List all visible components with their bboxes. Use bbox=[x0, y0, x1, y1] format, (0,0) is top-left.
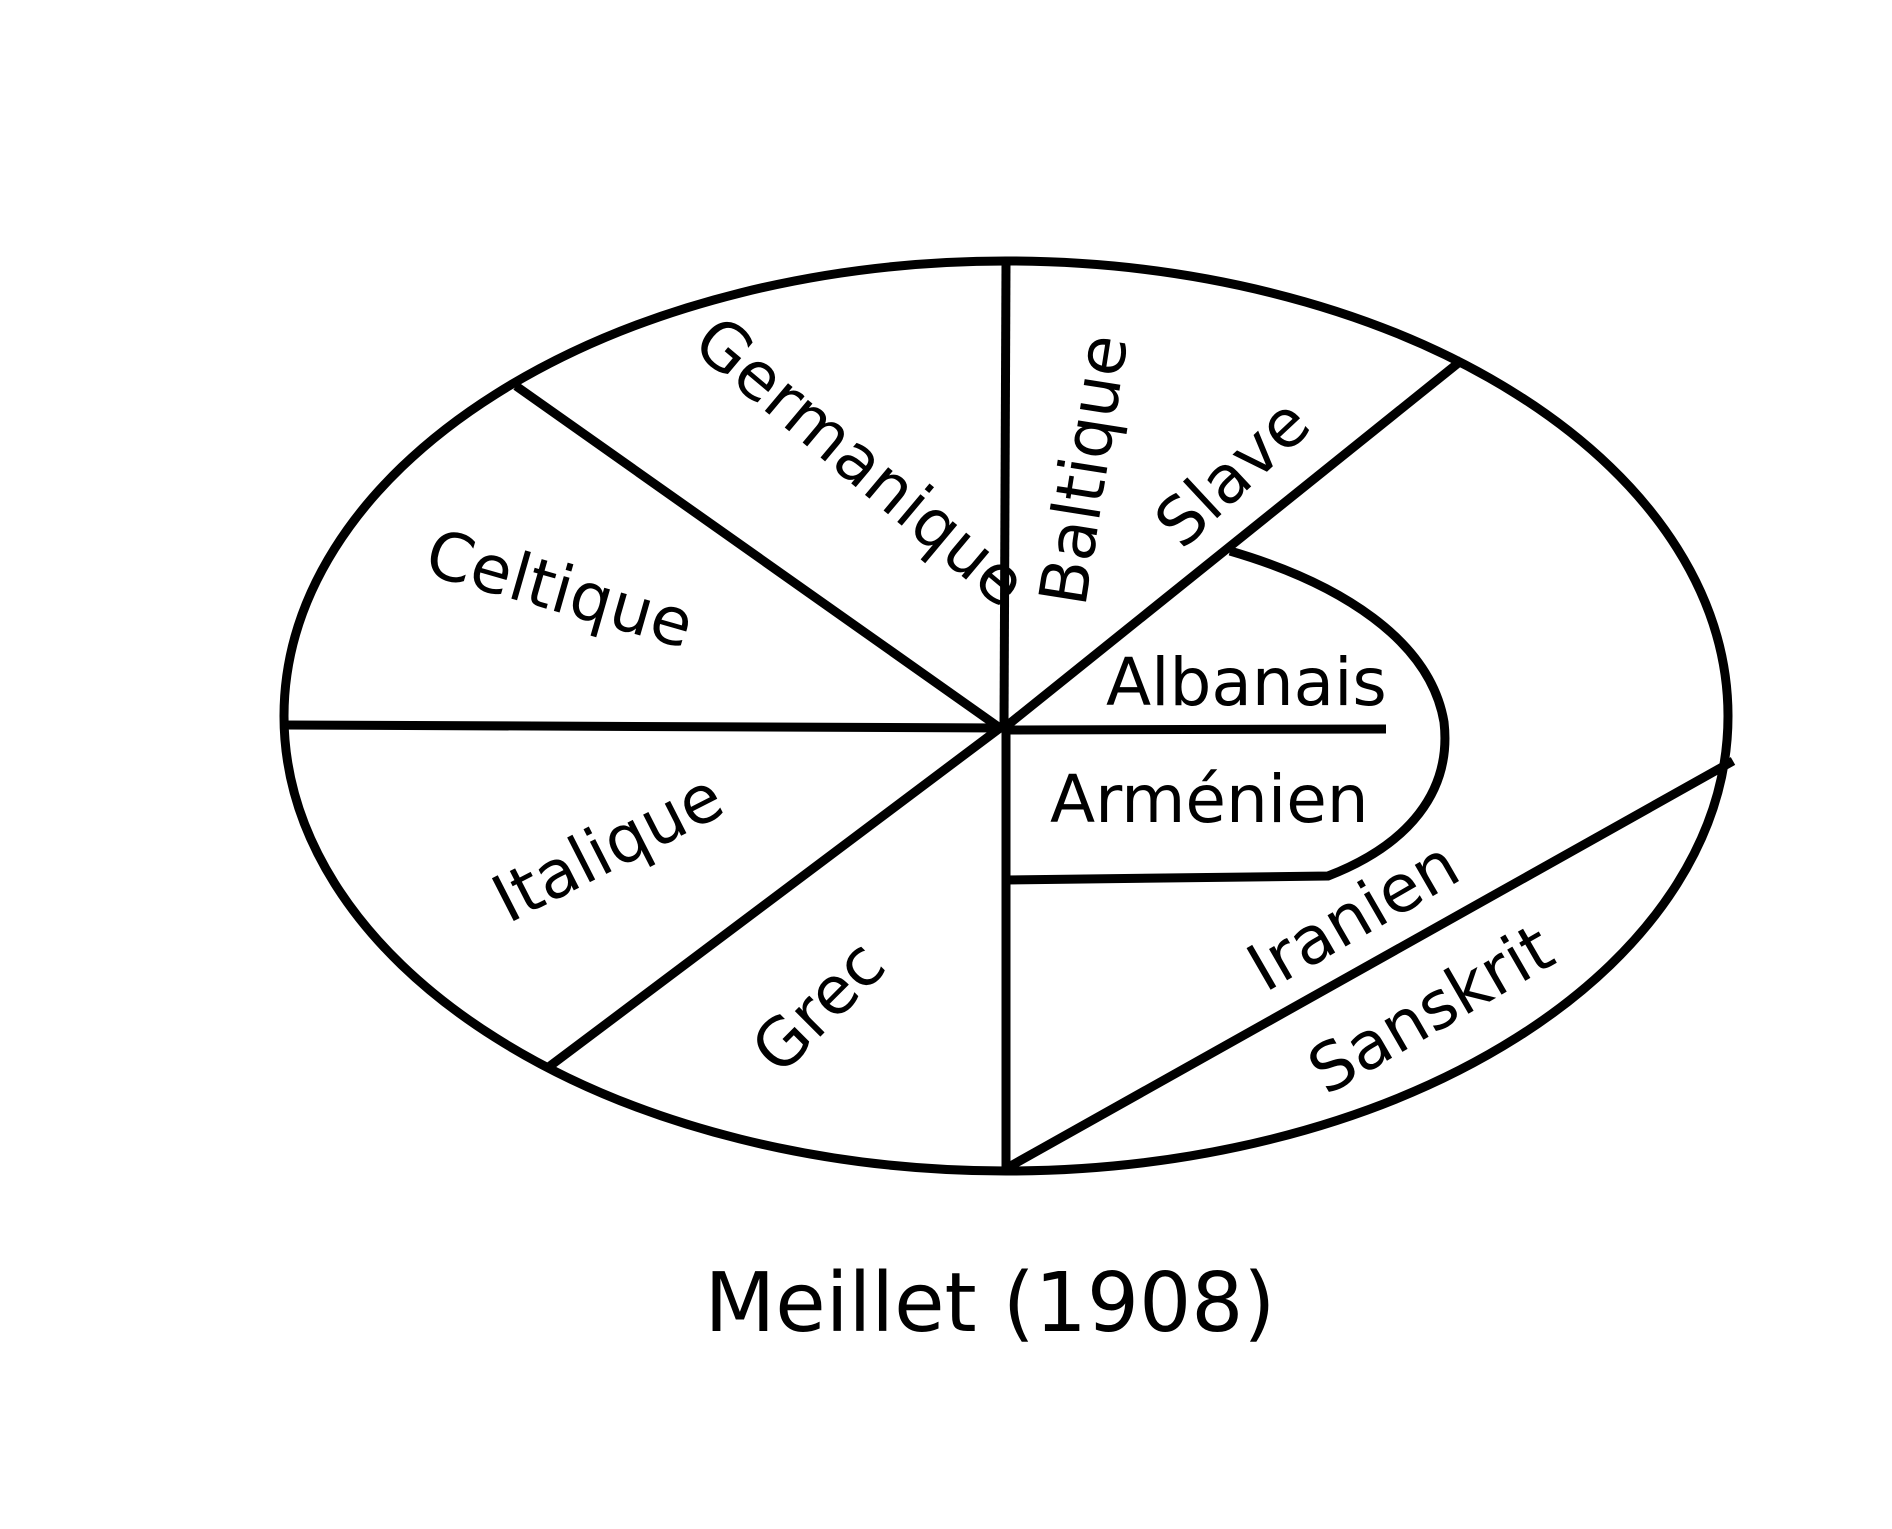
divider-baltique-slave bbox=[1001, 356, 1465, 732]
divider-iranien-sanskrit bbox=[1004, 757, 1736, 1172]
divider-germanique-baltique bbox=[999, 262, 1011, 729]
label-albanais: Albanais bbox=[1106, 644, 1387, 721]
label-celtique: Celtique bbox=[418, 514, 702, 663]
label-germanique: Germanique bbox=[680, 301, 1041, 622]
label-italique: Italique bbox=[480, 758, 735, 939]
albanais-armenien-loop bbox=[1005, 546, 1450, 885]
divider-albanais-armenien bbox=[1005, 724, 1387, 735]
diagram-caption: Meillet (1908) bbox=[705, 1256, 1276, 1351]
label-armenien: Arménien bbox=[1050, 761, 1369, 838]
divider-celtique-italique bbox=[283, 720, 1005, 733]
label-slave: Slave bbox=[1140, 383, 1324, 562]
label-baltique: Baltique bbox=[1025, 329, 1144, 610]
divider-italique-grec bbox=[547, 724, 1003, 1070]
divider-germanique-celtique bbox=[513, 382, 1003, 732]
label-grec: Grec bbox=[737, 925, 900, 1088]
